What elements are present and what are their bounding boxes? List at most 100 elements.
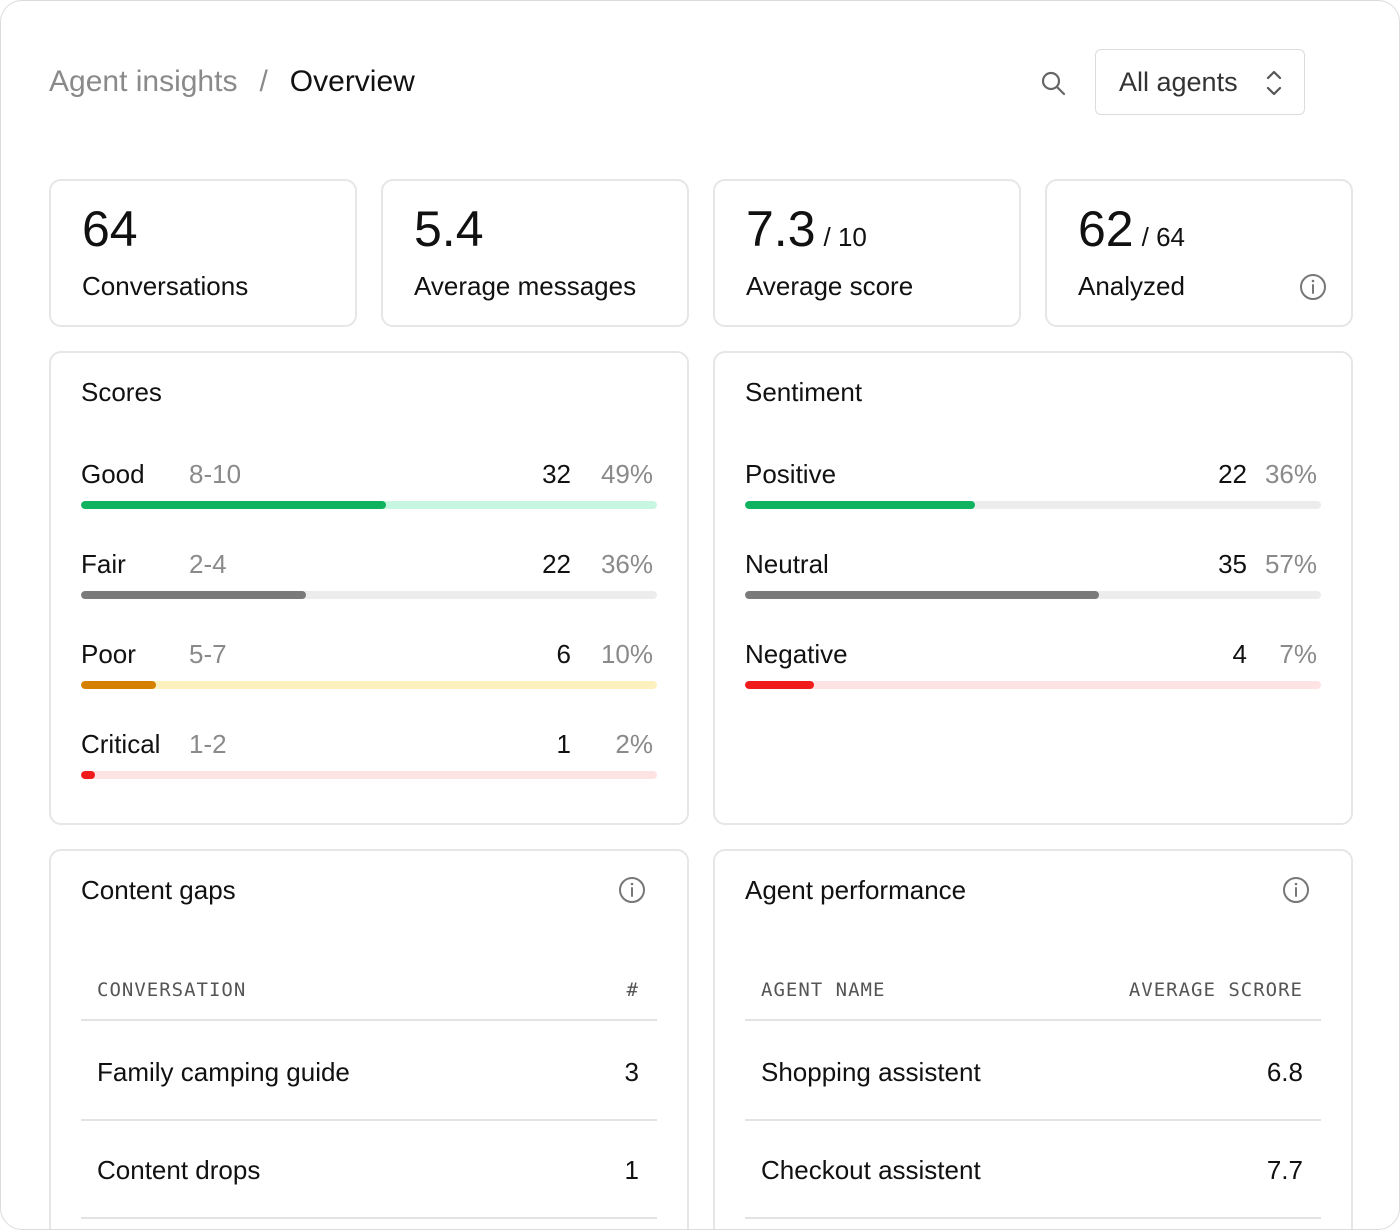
column-header-agent-name[interactable]: AGENT NAME <box>761 979 886 1001</box>
progress-track <box>745 591 1321 599</box>
progress-fill <box>81 681 156 689</box>
bar-label: Positive <box>745 459 837 489</box>
content-gaps-info-button[interactable] <box>617 875 647 905</box>
stat-card-average-messages: 5.4 Average messages <box>381 179 689 327</box>
progress-track <box>81 501 657 509</box>
info-icon <box>619 877 645 903</box>
sentiment-row-positive: Positive 22 36% <box>745 459 1321 519</box>
table-row[interactable]: Family camping guide 3 <box>81 1023 657 1121</box>
stat-value: 62 <box>1078 201 1134 257</box>
scores-card: Scores Good 8-10 32 49% Fair 2-4 22 36% Poor 5-7 6… <box>49 351 689 825</box>
bar-label: Neutral <box>745 549 829 579</box>
progress-fill <box>81 771 95 779</box>
scores-row-fair: Fair 2-4 22 36% <box>81 549 657 609</box>
progress-fill <box>81 591 306 599</box>
agent-performance-info-button[interactable] <box>1281 875 1311 905</box>
card-title: Sentiment <box>745 377 863 407</box>
bar-percent: 36% <box>1264 459 1317 489</box>
conversation-count: 3 <box>624 1057 639 1087</box>
stat-label: Analyzed <box>1078 271 1185 301</box>
column-header-conversation[interactable]: CONVERSATION <box>97 979 247 1001</box>
stat-value: 5.4 <box>414 201 484 257</box>
progress-track <box>745 501 1321 509</box>
progress-fill <box>745 501 975 509</box>
search-button[interactable] <box>1035 65 1071 101</box>
analyzed-info-button[interactable] <box>1298 272 1328 302</box>
sentiment-row-neutral: Neutral 35 57% <box>745 549 1321 609</box>
breadcrumb-separator: / <box>259 65 268 98</box>
agent-filter-value: All agents <box>1119 66 1238 97</box>
scores-row-critical: Critical 1-2 1 2% <box>81 729 657 789</box>
bar-label: Critical <box>81 729 161 759</box>
bar-percent: 2% <box>615 729 653 759</box>
stat-card-analyzed: 62/ 64 Analyzed <box>1045 179 1353 327</box>
progress-track <box>81 771 657 779</box>
breadcrumb: Agent insights / Overview <box>49 65 415 99</box>
bar-label: Fair <box>81 549 126 579</box>
bar-label: Good <box>81 459 145 489</box>
stat-label: Conversations <box>82 271 249 301</box>
bar-percent: 10% <box>600 639 653 669</box>
agent-average-score: 6.8 <box>1266 1057 1303 1087</box>
table-header: AGENT NAME AVERAGE SCRORE <box>745 971 1321 1021</box>
table-header: CONVERSATION # <box>81 971 657 1021</box>
table-row[interactable]: Checkout assistent 7.7 <box>745 1121 1321 1219</box>
conversation-name: Content drops <box>97 1155 261 1185</box>
progress-track <box>81 681 657 689</box>
scores-row-good: Good 8-10 32 49% <box>81 459 657 519</box>
page-header: Agent insights / Overview All agents <box>49 49 1305 115</box>
bar-label: Poor <box>81 639 136 669</box>
bar-percent: 7% <box>1279 639 1317 669</box>
stat-card-conversations: 64 Conversations <box>49 179 357 327</box>
progress-fill <box>745 591 1099 599</box>
card-title: Content gaps <box>81 875 236 905</box>
stat-value: 64 <box>82 201 138 257</box>
bar-percent: 57% <box>1264 549 1317 579</box>
agent-filter-select[interactable]: All agents <box>1095 49 1305 115</box>
bar-label: Negative <box>745 639 848 669</box>
search-icon <box>1041 71 1066 96</box>
bar-count: 22 <box>1218 459 1247 489</box>
bar-range: 5-7 <box>189 639 227 669</box>
progress-track <box>81 591 657 599</box>
stat-value: 7.3 <box>746 201 816 257</box>
bar-count: 1 <box>556 729 571 759</box>
card-title: Agent performance <box>745 875 967 905</box>
bar-count: 32 <box>542 459 571 489</box>
stat-label: Average messages <box>414 271 637 301</box>
agent-name: Checkout assistent <box>761 1155 981 1185</box>
content-gaps-card: Content gaps CONVERSATION # Family campi… <box>49 849 689 1229</box>
stat-denominator: / 64 <box>1141 222 1185 252</box>
stat-denominator: / 10 <box>823 222 867 252</box>
column-header-average-score[interactable]: AVERAGE SCRORE <box>1128 979 1303 1001</box>
agent-name: Shopping assistent <box>761 1057 981 1087</box>
bar-range: 2-4 <box>189 549 227 579</box>
bar-percent: 36% <box>600 549 653 579</box>
bar-count: 6 <box>556 639 571 669</box>
sentiment-card: Sentiment Positive 22 36% Neutral 35 57% Negat… <box>713 351 1353 825</box>
card-title: Scores <box>81 377 162 407</box>
bar-range: 1-2 <box>189 729 227 759</box>
table-row[interactable]: Content drops 1 <box>81 1121 657 1219</box>
sentiment-row-negative: Negative 4 7% <box>745 639 1321 699</box>
agent-performance-card: Agent performance AGENT NAME AVERAGE SCR… <box>713 849 1353 1229</box>
bar-range: 8-10 <box>189 459 242 489</box>
info-icon <box>1283 877 1309 903</box>
conversation-count: 1 <box>624 1155 639 1185</box>
bar-count: 22 <box>542 549 571 579</box>
progress-fill <box>81 501 386 509</box>
progress-track <box>745 681 1321 689</box>
column-header-count[interactable]: # <box>626 979 639 1001</box>
agent-average-score: 7.7 <box>1266 1155 1303 1185</box>
info-icon <box>1300 274 1326 300</box>
breadcrumb-agent-insights[interactable]: Agent insights <box>49 65 238 98</box>
bar-count: 35 <box>1218 549 1247 579</box>
stat-label: Average score <box>746 271 914 301</box>
stat-card-average-score: 7.3/ 10 Average score <box>713 179 1021 327</box>
bar-percent: 49% <box>600 459 653 489</box>
chevron-up-down-icon <box>1266 70 1282 96</box>
page-title: Overview <box>289 65 415 98</box>
conversation-name: Family camping guide <box>97 1057 350 1087</box>
table-row[interactable]: Shopping assistent 6.8 <box>745 1023 1321 1121</box>
